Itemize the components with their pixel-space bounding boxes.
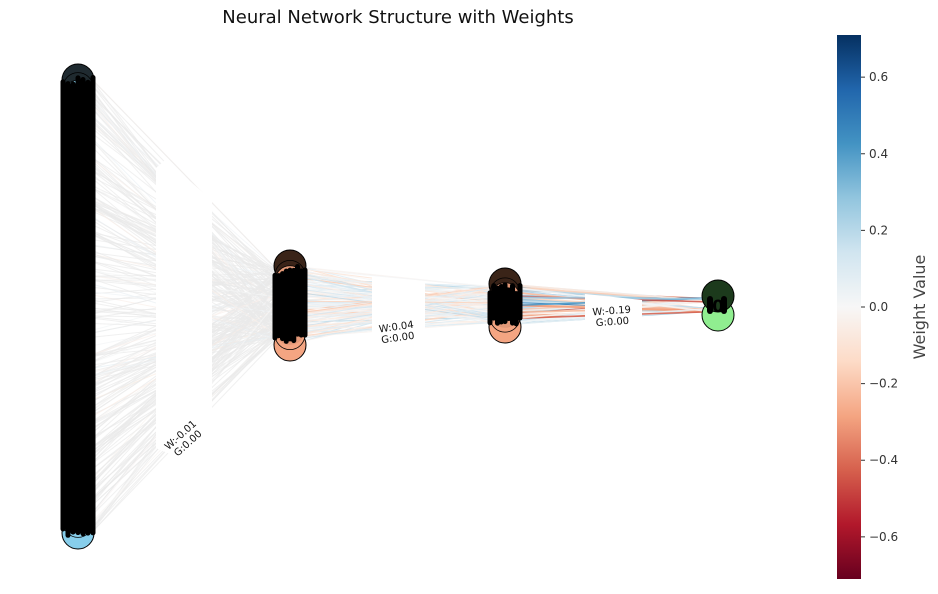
chart-title: Neural Network Structure with Weights (0, 7, 796, 28)
colorbar: 0.6 0.4 0.2 0.0 −0.2 −0.4 −0.6 Weight Value (837, 35, 929, 579)
colorbar-tick-label: 0.4 (869, 147, 888, 161)
colorbar-tick-label: −0.4 (869, 453, 898, 467)
label-gap (156, 160, 212, 455)
edge-label-3: W:-0.19G:0.00 (592, 305, 632, 330)
colorbar-tick-label: 0.6 (869, 70, 888, 84)
edge-gradient-label: G:0.00 (595, 316, 629, 329)
colorbar-tick-label: −0.2 (869, 377, 898, 391)
edge-label-2: W:0.04G:0.00 (378, 320, 416, 347)
layer-hidden2 (488, 268, 523, 343)
colorbar-tick-label: −0.6 (869, 530, 898, 544)
colorbar-tick-label: 0.2 (869, 223, 888, 237)
layer-input (61, 64, 96, 549)
layer-hidden1 (273, 250, 308, 361)
layer-output: 0 (702, 280, 734, 331)
colorbar-tick-label: 0.0 (869, 300, 888, 314)
colorbar-label: Weight Value (910, 255, 929, 360)
